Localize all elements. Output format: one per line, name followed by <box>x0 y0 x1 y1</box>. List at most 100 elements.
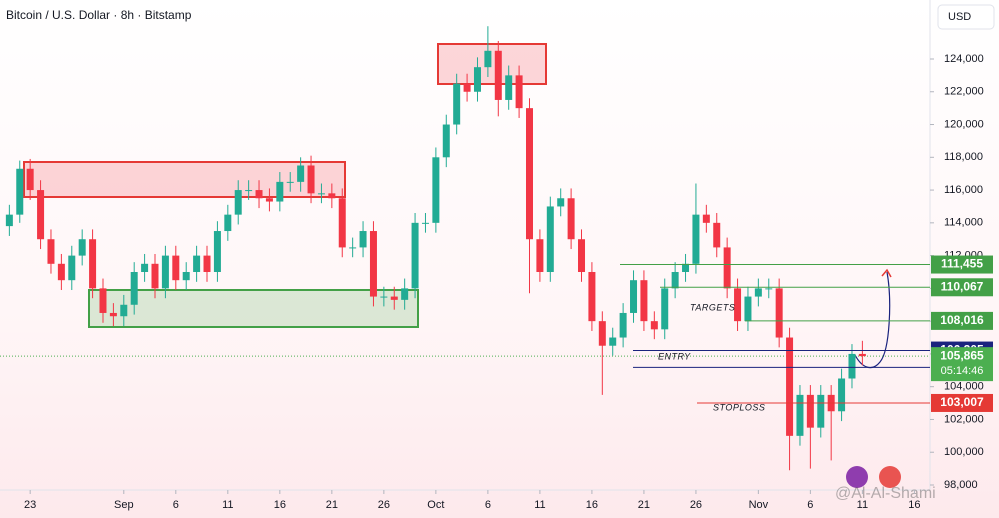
candle-body <box>224 214 232 232</box>
y-tick-label: 98,000 <box>944 479 978 491</box>
x-tick-label: 21 <box>638 499 650 511</box>
candle-body <box>265 198 273 202</box>
x-tick-label: 6 <box>173 499 179 511</box>
y-tick-label: 124,000 <box>944 53 984 65</box>
candle-body <box>598 321 606 346</box>
level-tag <box>931 278 993 297</box>
candle-body <box>734 288 742 322</box>
candle-body <box>317 193 325 195</box>
candle-body <box>26 168 34 191</box>
candle-body <box>307 165 315 194</box>
candle-body <box>838 378 846 412</box>
candle-body <box>796 394 804 436</box>
candle-body <box>858 353 866 357</box>
candle-body <box>442 124 450 158</box>
y-tick-label: 118,000 <box>944 151 983 163</box>
candle-body <box>567 198 575 240</box>
watermark: @Al-Al-Shami <box>835 485 936 502</box>
candle-body <box>494 50 502 100</box>
x-tick-label: 16 <box>274 499 286 511</box>
currency-button[interactable] <box>937 4 995 30</box>
candle-body <box>702 214 710 223</box>
x-tick-label: 6 <box>485 499 491 511</box>
candle-body <box>692 214 700 264</box>
candle-body <box>255 190 263 199</box>
level-tag <box>931 311 993 330</box>
candle-body <box>713 222 721 248</box>
candle-body <box>172 255 180 281</box>
support-zone <box>88 289 419 328</box>
candle-body <box>57 263 65 281</box>
y-tick-label: 122,000 <box>944 86 984 98</box>
candle-body <box>5 214 13 227</box>
level-tag <box>931 255 993 274</box>
x-tick-label: 11 <box>534 499 545 511</box>
candle-body <box>765 288 773 290</box>
x-tick-label: Sep <box>114 499 134 511</box>
candle-body <box>671 271 679 289</box>
candle-body <box>619 312 627 338</box>
last-price-label: 105,865 <box>940 348 984 362</box>
x-tick-label: 16 <box>586 499 598 511</box>
candle-body <box>245 190 253 192</box>
candle-body <box>578 239 586 272</box>
candle-body <box>89 239 97 289</box>
candle-body <box>276 181 284 202</box>
x-tick-label: 16 <box>908 499 920 511</box>
candle-body <box>609 337 617 346</box>
candle-body <box>505 75 513 100</box>
candle-body <box>546 206 554 272</box>
resistance-zone <box>23 161 346 198</box>
candle-body <box>421 222 429 224</box>
level-label: 108,016 <box>940 313 984 327</box>
candle-body <box>848 353 856 379</box>
x-tick-label: Nov <box>749 499 769 511</box>
candle-body <box>754 288 762 297</box>
logo-icon <box>846 466 868 488</box>
candle-body <box>16 168 24 215</box>
candle-body <box>744 296 752 322</box>
candle-body <box>525 108 533 240</box>
candle-body <box>99 288 107 313</box>
candle-body <box>47 239 55 264</box>
candle-body <box>515 75 523 109</box>
candle-body <box>68 255 76 281</box>
candle-body <box>161 255 169 289</box>
x-tick-label: 23 <box>24 499 36 511</box>
candle-body <box>349 247 357 249</box>
candle-body <box>380 296 388 298</box>
y-tick-label: 100,000 <box>944 446 984 458</box>
candle-body <box>817 394 825 428</box>
annotation: TARGETS <box>690 302 735 312</box>
candle-body <box>723 247 731 289</box>
candle-body <box>786 337 794 436</box>
candle-body <box>661 288 669 330</box>
candle-body <box>359 231 367 248</box>
candle-body <box>193 255 201 272</box>
candle-body <box>78 239 86 256</box>
candle-body <box>109 312 117 317</box>
y-tick-label: 112,000 <box>944 250 983 262</box>
level-label: 111,455 <box>941 257 983 271</box>
x-tick-label: 26 <box>690 499 702 511</box>
currency[interactable]: USD <box>948 11 971 23</box>
y-tick-label: 104,000 <box>944 381 984 393</box>
y-tick-label: 102,000 <box>944 413 984 425</box>
top-zone <box>437 43 547 85</box>
y-tick-label: 120,000 <box>944 118 984 130</box>
candle-body <box>141 263 149 272</box>
annotation: ENTRY <box>658 352 691 362</box>
x-tick-label: 11 <box>222 499 233 511</box>
candle-body <box>682 263 690 272</box>
candle-body <box>401 288 409 300</box>
x-tick-label: 11 <box>857 499 868 511</box>
y-tick-label: 116,000 <box>944 184 983 196</box>
chart-title: Bitcoin / U.S. Dollar · 8h · Bitstamp <box>6 8 192 22</box>
candle-body <box>463 83 471 92</box>
candle-body <box>484 50 492 68</box>
candle-body <box>37 190 45 240</box>
candle-body <box>390 296 398 300</box>
x-tick-label: 6 <box>807 499 813 511</box>
candle-body <box>453 83 461 125</box>
